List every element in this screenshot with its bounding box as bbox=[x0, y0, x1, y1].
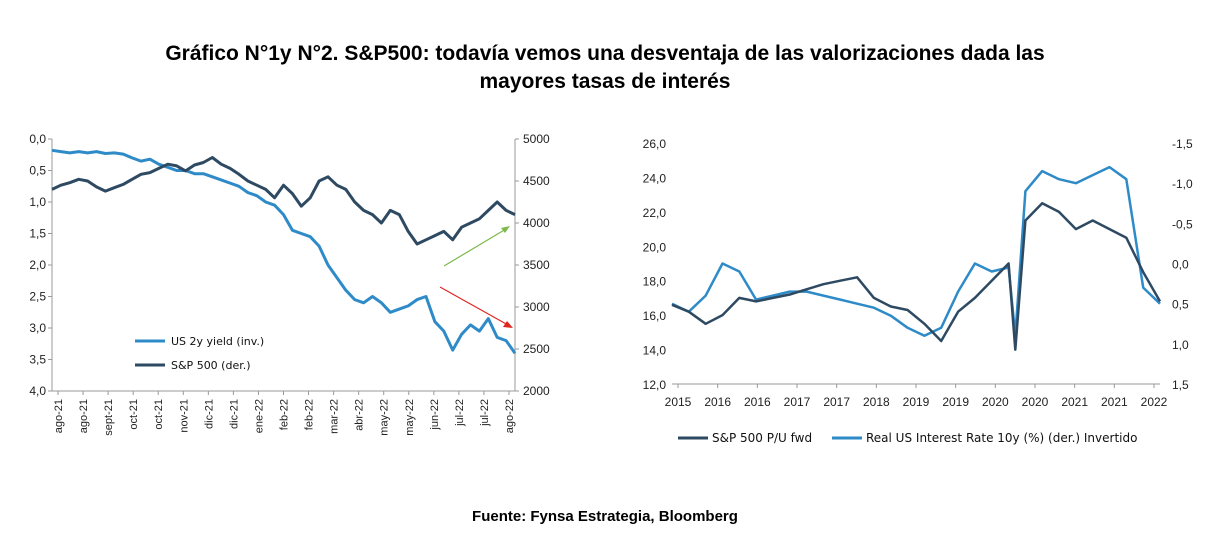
chart1-right-tick-label: 3000 bbox=[523, 300, 550, 314]
chart2-x-tick-label: 2015 bbox=[665, 395, 692, 409]
chart2-left-tick-label: 18,0 bbox=[643, 275, 667, 289]
chart1-right-tick-label: 4000 bbox=[523, 216, 550, 230]
chart2-right-tick-label: -0,5 bbox=[1172, 217, 1193, 231]
chart2-right-tick-label: 1,0 bbox=[1172, 338, 1189, 352]
chart-title: Gráfico N°1y N°2. S&P500: todavía vemos … bbox=[0, 40, 1210, 96]
chart1-x-tick-label: may-22 bbox=[379, 399, 391, 436]
chart1-x-tick-label: dic-21 bbox=[203, 399, 215, 429]
chart1-left-tick-label: 1,0 bbox=[29, 195, 46, 209]
chart2-left-tick-label: 12,0 bbox=[643, 378, 667, 392]
title-line-1: Gráfico N°1y N°2. S&P500: todavía vemos … bbox=[165, 42, 1045, 65]
chart1-legend-label-sp500: S&P 500 (der.) bbox=[171, 359, 251, 372]
chart1-x-tick-label: jun-22 bbox=[429, 399, 441, 431]
chart2-right-tick-label: 0,0 bbox=[1172, 258, 1189, 272]
chart2-x-tick-label: 2021 bbox=[1101, 395, 1128, 409]
chart1-red-arrowhead bbox=[503, 321, 513, 328]
chart2-left-tick-label: 24,0 bbox=[643, 171, 667, 185]
chart1-x-tick-label: ago-22 bbox=[504, 399, 516, 433]
chart1-green-arrow bbox=[443, 228, 507, 267]
chart2-x-tick-label: 2019 bbox=[903, 395, 930, 409]
chart1-left-tick-label: 3,0 bbox=[29, 321, 46, 335]
chart2-right-tick-label: 1,5 bbox=[1172, 378, 1189, 392]
chart2-x-tick-label: 2016 bbox=[744, 395, 771, 409]
chart1-x-tick-label: ago-21 bbox=[53, 399, 65, 433]
chart1-x-tick-label: feb-22 bbox=[279, 399, 291, 430]
chart1-right-tick-label: 5000 bbox=[523, 132, 550, 146]
chart1-left-tick-label: 4,0 bbox=[29, 384, 46, 398]
chart1-left-tick-label: 0,0 bbox=[29, 132, 46, 146]
chart2-left-tick-label: 20,0 bbox=[643, 240, 667, 254]
chart1-left-tick-label: 3,5 bbox=[29, 353, 46, 367]
chart1-legend-label-us2y: US 2y yield (inv.) bbox=[171, 335, 264, 348]
chart2-x-tick-label: 2019 bbox=[942, 395, 969, 409]
chart1-x-tick-label: mar-22 bbox=[329, 399, 341, 434]
chart1-x-tick-label: nov-21 bbox=[178, 399, 190, 433]
chart1-right-tick-label: 4500 bbox=[523, 174, 550, 188]
chart1-left-tick-label: 2,5 bbox=[29, 290, 46, 304]
chart1-left-tick-label: 1,5 bbox=[29, 227, 46, 241]
chart1-x-tick-label: jul-22 bbox=[479, 399, 491, 427]
chart1-green-arrowhead bbox=[501, 226, 510, 233]
chart2-series-pe-line bbox=[671, 202, 1162, 351]
title-line-2: mayores tasas de interés bbox=[479, 70, 731, 93]
chart2-left-tick-label: 22,0 bbox=[643, 206, 667, 220]
chart1-left-tick-label: 2,0 bbox=[29, 258, 46, 272]
chart1-series-sp500-line bbox=[51, 156, 516, 246]
chart1-x-tick-label: dic-21 bbox=[228, 399, 240, 429]
chart2-legend-label-pe: S&P 500 P/U fwd bbox=[712, 431, 812, 445]
chart2-x-tick-label: 2021 bbox=[1061, 395, 1088, 409]
chart1-x-tick-label: may-22 bbox=[404, 399, 416, 436]
chart1-x-tick-label: oct-21 bbox=[153, 399, 165, 430]
chart2-right-tick-label: 0,5 bbox=[1172, 298, 1189, 312]
chart1-series-us2y-line bbox=[51, 148, 517, 355]
chart1-x-tick-label: ago-21 bbox=[78, 399, 90, 433]
chart1-x-tick-label: ene-22 bbox=[253, 399, 265, 433]
chart2-x-tick-label: 2017 bbox=[823, 395, 850, 409]
chart1-left-tick-label: 0,5 bbox=[29, 164, 46, 178]
chart2-series-real-rate-line bbox=[671, 165, 1161, 338]
chart1-right-tick-label: 3500 bbox=[523, 258, 550, 272]
chart1-red-arrow bbox=[439, 286, 509, 326]
chart2-x-tick-label: 2020 bbox=[1022, 395, 1049, 409]
chart2-left-tick-label: 26,0 bbox=[643, 137, 667, 151]
chart1-x-tick-label: jul-22 bbox=[454, 399, 466, 427]
chart2-x-tick-label: 2020 bbox=[982, 395, 1009, 409]
chart1-right-tick-label: 2500 bbox=[523, 342, 550, 356]
chart2-x-tick-label: 2016 bbox=[704, 395, 731, 409]
chart2-x-tick-label: 2022 bbox=[1141, 395, 1168, 409]
chart2-left-tick-label: 16,0 bbox=[643, 309, 667, 323]
chart1-x-tick-label: sept-21 bbox=[103, 399, 115, 436]
chart2-right-tick-label: -1,0 bbox=[1172, 177, 1193, 191]
chart2-x-tick-label: 2017 bbox=[784, 395, 811, 409]
chart2-x-tick-label: 2018 bbox=[863, 395, 890, 409]
chart1-x-tick-label: oct-21 bbox=[128, 399, 140, 430]
chart1-right-tick-label: 2000 bbox=[523, 384, 550, 398]
chart1-x-tick-label: abr-22 bbox=[354, 399, 366, 431]
chart2-right-tick-label: -1,5 bbox=[1172, 137, 1193, 151]
source-note: Fuente: Fynsa Estrategia, Bloomberg bbox=[472, 508, 738, 525]
chart2-legend-label-real-rate: Real US Interest Rate 10y (%) (der.) Inv… bbox=[866, 431, 1137, 445]
chart1-x-tick-label: feb-22 bbox=[304, 399, 316, 430]
chart2-left-tick-label: 14,0 bbox=[643, 344, 667, 358]
